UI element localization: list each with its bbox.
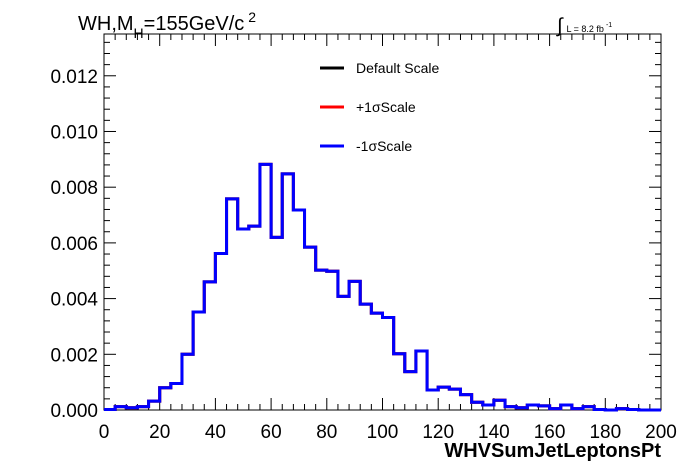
x-tick-label: 40 [205, 422, 226, 443]
luminosity-text: L = 8.2 fb [566, 24, 603, 34]
x-tick-label: 60 [261, 422, 282, 443]
x-tick-label: 100 [367, 422, 399, 443]
x-tick-label: 140 [478, 422, 510, 443]
y-tick-label: 0.002 [50, 345, 98, 366]
x-tick-label: 20 [149, 422, 170, 443]
x-tick-label: 80 [316, 422, 337, 443]
series-line-default-scale [104, 162, 661, 412]
series-line--1-scale [104, 162, 661, 412]
title-value: =155GeV/c [144, 13, 245, 35]
legend: Default Scale +1σScale -1σScale [320, 60, 439, 154]
luminosity-superscript: -1 [606, 22, 612, 29]
legend-label: Default Scale [356, 60, 439, 76]
x-tick-label: 0 [99, 422, 110, 443]
title-subscript: H [134, 25, 144, 41]
y-tick-label: 0.010 [50, 122, 98, 143]
luminosity-label: ∫ L = 8.2 fb -1 [556, 15, 612, 37]
legend-label: -1σScale [356, 138, 412, 154]
y-tick-label: 0.004 [50, 290, 98, 311]
x-axis: 0 20 40 60 80 100 120 140 160 180 200 [99, 34, 677, 443]
x-tick-label: 200 [645, 422, 677, 443]
series-line--1-scale [104, 162, 661, 412]
title-superscript: 2 [248, 9, 256, 25]
series-group [104, 162, 661, 412]
y-tick-label: 0.006 [50, 234, 98, 255]
x-tick-label: 160 [534, 422, 566, 443]
y-tick-label: 0.008 [50, 178, 98, 199]
integral-symbol: ∫ [556, 15, 564, 37]
y-axis: 0.000 0.002 0.004 0.006 0.008 0.010 0.012 [50, 41, 661, 422]
x-tick-label: 180 [589, 422, 621, 443]
y-tick-label: 0.012 [50, 67, 98, 88]
y-tick-label: 0.000 [50, 401, 98, 422]
x-tick-label: 120 [422, 422, 454, 443]
title-main: WH,M [78, 13, 134, 35]
legend-label: +1σScale [356, 99, 416, 115]
chart-title: WH,MH=155GeV/c 2 [78, 9, 256, 41]
x-axis-title: WHVSumJetLeptonsPt [444, 440, 661, 462]
